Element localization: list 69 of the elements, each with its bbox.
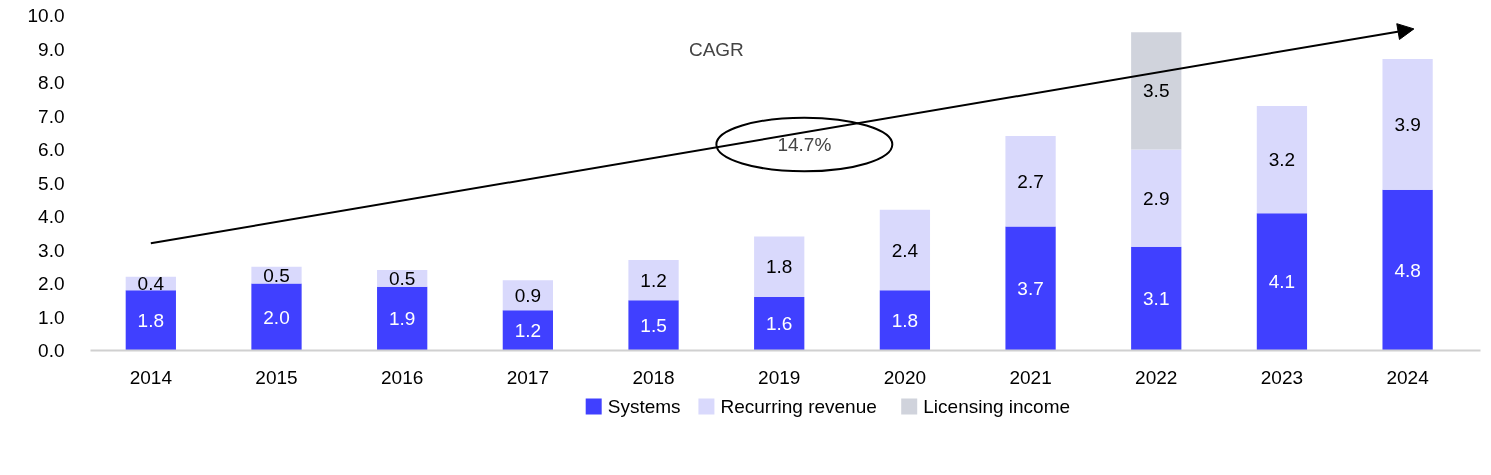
data-label: 3.2 <box>1268 149 1296 171</box>
data-label: 1.2 <box>514 319 542 341</box>
data-label: 2.9 <box>1143 187 1170 209</box>
x-tick-label: 2020 <box>883 366 927 388</box>
data-label: 2.7 <box>1017 170 1044 192</box>
x-tick-label: 2015 <box>255 366 298 388</box>
data-label: 2.4 <box>891 239 919 261</box>
x-tick-label: 2023 <box>1260 366 1304 388</box>
bar <box>628 300 679 351</box>
x-tick-label: 2019 <box>758 366 801 388</box>
data-label: 1.9 <box>388 308 416 330</box>
bar <box>1382 59 1433 190</box>
bar <box>251 283 302 351</box>
x-tick-label: 2022 <box>1135 366 1178 388</box>
data-label: 4.1 <box>1268 271 1296 293</box>
data-label: 0.5 <box>388 267 416 289</box>
legend-label: Systems <box>607 396 681 417</box>
y-tick-label: 5.0 <box>38 172 65 194</box>
data-label: 3.9 <box>1394 113 1421 135</box>
bar <box>879 209 931 291</box>
data-label: 0.9 <box>514 284 542 306</box>
bar <box>125 290 176 351</box>
y-tick-label: 8.0 <box>38 72 65 93</box>
data-label: 1.8 <box>766 256 793 278</box>
data-label: 1.5 <box>640 314 667 336</box>
data-label: 1.8 <box>137 309 165 331</box>
x-tick-label: 2021 <box>1009 366 1052 388</box>
x-tick-label: 2016 <box>381 366 424 388</box>
x-tick-label: 2018 <box>632 366 675 388</box>
y-tick-label: 4.0 <box>38 206 65 227</box>
annotation: CAGR <box>688 38 744 60</box>
y-tick-label: 6.0 <box>38 139 65 160</box>
bar <box>1256 105 1308 214</box>
x-tick-label: 2024 <box>1386 366 1430 388</box>
bar <box>1005 136 1056 227</box>
bar <box>754 296 805 351</box>
data-label: 0.4 <box>137 273 165 294</box>
data-label: 1.8 <box>891 309 919 331</box>
y-tick-label: 10.0 <box>27 5 65 26</box>
bar <box>1005 226 1056 351</box>
x-tick-label: 2017 <box>506 366 550 388</box>
legend-label: Licensing income <box>923 396 1071 417</box>
x-tick-label: 2014 <box>129 366 173 388</box>
y-tick-label: 7.0 <box>38 105 65 127</box>
y-tick-label: 2.0 <box>38 273 65 294</box>
y-tick-label: 9.0 <box>38 38 65 60</box>
bar <box>1131 246 1182 351</box>
bar <box>1382 189 1433 351</box>
y-tick-label: 0.0 <box>38 340 65 361</box>
bar <box>1256 213 1308 351</box>
data-label: 4.8 <box>1394 259 1421 281</box>
annotation: 14.7% <box>777 133 832 155</box>
bar <box>754 236 805 297</box>
data-label: 2.0 <box>263 306 290 328</box>
legend-label: Recurring revenue <box>720 396 877 417</box>
data-label: 1.2 <box>640 269 667 291</box>
y-tick-label: 1.0 <box>38 306 65 328</box>
bar <box>1131 149 1182 247</box>
y-tick-label: 3.0 <box>38 239 65 261</box>
bar <box>377 286 428 351</box>
bar <box>1131 32 1182 150</box>
data-label: 3.5 <box>1143 80 1170 102</box>
data-label: 0.5 <box>263 264 290 286</box>
data-label: 3.7 <box>1017 278 1044 300</box>
bar <box>879 290 931 351</box>
data-label: 3.1 <box>1143 288 1170 310</box>
data-label: 1.6 <box>766 313 793 335</box>
bar <box>628 260 679 301</box>
bar <box>502 310 553 351</box>
